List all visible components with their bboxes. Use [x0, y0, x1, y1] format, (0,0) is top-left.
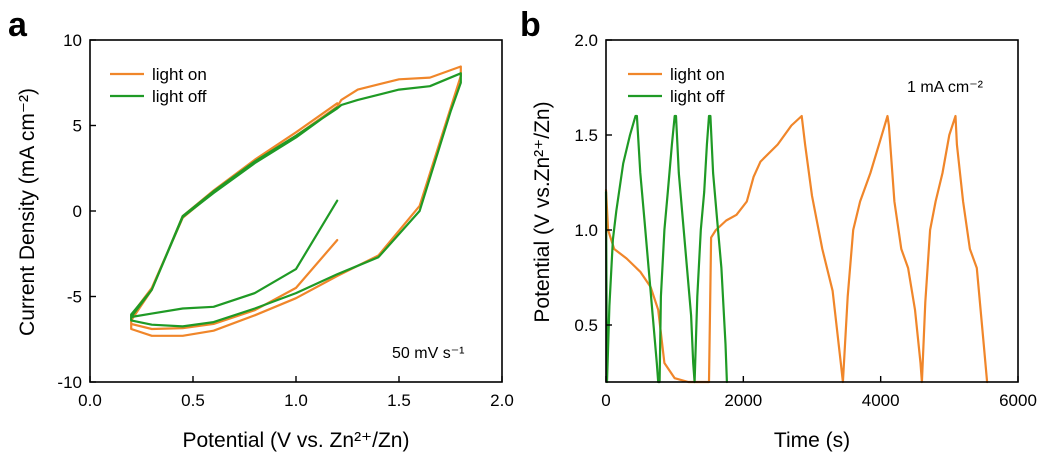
legend-label: light on	[152, 65, 207, 84]
panel-b-legend: light on light off	[628, 65, 725, 106]
x-tick-label: 6000	[999, 391, 1037, 410]
y-tick-label: -10	[57, 373, 82, 392]
panel-b-label: b	[520, 6, 541, 44]
panel-a: a 0.0 0.5 1.0 1.5 2.0 -10 -5 0 5 10 Potential (V…	[8, 6, 514, 452]
panel-a-xticks: 0.0 0.5 1.0 1.5 2.0	[78, 376, 514, 410]
x-tick-label: 2000	[724, 391, 762, 410]
panel-b-yticks: 0.5 1.0 1.5 2.0	[574, 31, 612, 335]
panel-b-series	[604, 114, 989, 384]
panel-a-label: a	[8, 6, 28, 44]
legend-label: light off	[152, 87, 207, 106]
series-line-light-on	[130, 65, 462, 337]
panel-b-ylabel: Potential (V vs.Zn²⁺/Zn)	[531, 101, 554, 322]
y-tick-label: 5	[73, 117, 82, 136]
y-tick-label: 1.0	[574, 221, 598, 240]
legend-label: light on	[670, 65, 725, 84]
x-tick-label: 1.0	[284, 391, 308, 410]
x-tick-label: 0	[601, 391, 610, 410]
panel-b: b 0 2000 4000 6000 0.5 1.0 1.5 2.0 Time (s) Po…	[520, 6, 1037, 452]
panel-a-annotation: 50 mV s⁻¹	[392, 345, 464, 362]
x-tick-label: 4000	[862, 391, 900, 410]
panel-b-frame	[605, 39, 1019, 383]
legend-label: light off	[670, 87, 725, 106]
panel-a-series	[130, 65, 462, 337]
y-tick-label: -5	[67, 288, 82, 307]
y-tick-label: 1.5	[574, 126, 598, 145]
y-tick-label: 2.0	[574, 31, 598, 50]
x-tick-label: 0.0	[78, 391, 102, 410]
x-tick-label: 2.0	[490, 391, 514, 410]
panel-a-yticks: -10 -5 0 5 10	[57, 31, 96, 392]
y-tick-label: 0	[73, 202, 82, 221]
series-line-light-off	[130, 72, 462, 328]
y-tick-label: 10	[63, 31, 82, 50]
panel-a-ylabel: Current Density (mA cm⁻²)	[16, 88, 39, 336]
panel-b-xticks: 0 2000 4000 6000	[601, 376, 1037, 410]
panel-a-legend: light on light off	[110, 65, 207, 106]
series-line-light-off	[604, 114, 728, 384]
y-tick-label: 0.5	[574, 316, 598, 335]
panel-b-annotation: 1 mA cm⁻²	[907, 79, 984, 96]
x-tick-label: 1.5	[387, 391, 411, 410]
panel-a-xlabel: Potential (V vs. Zn²⁺/Zn)	[183, 429, 410, 452]
panel-b-xlabel: Time (s)	[774, 429, 850, 452]
x-tick-label: 0.5	[181, 391, 205, 410]
